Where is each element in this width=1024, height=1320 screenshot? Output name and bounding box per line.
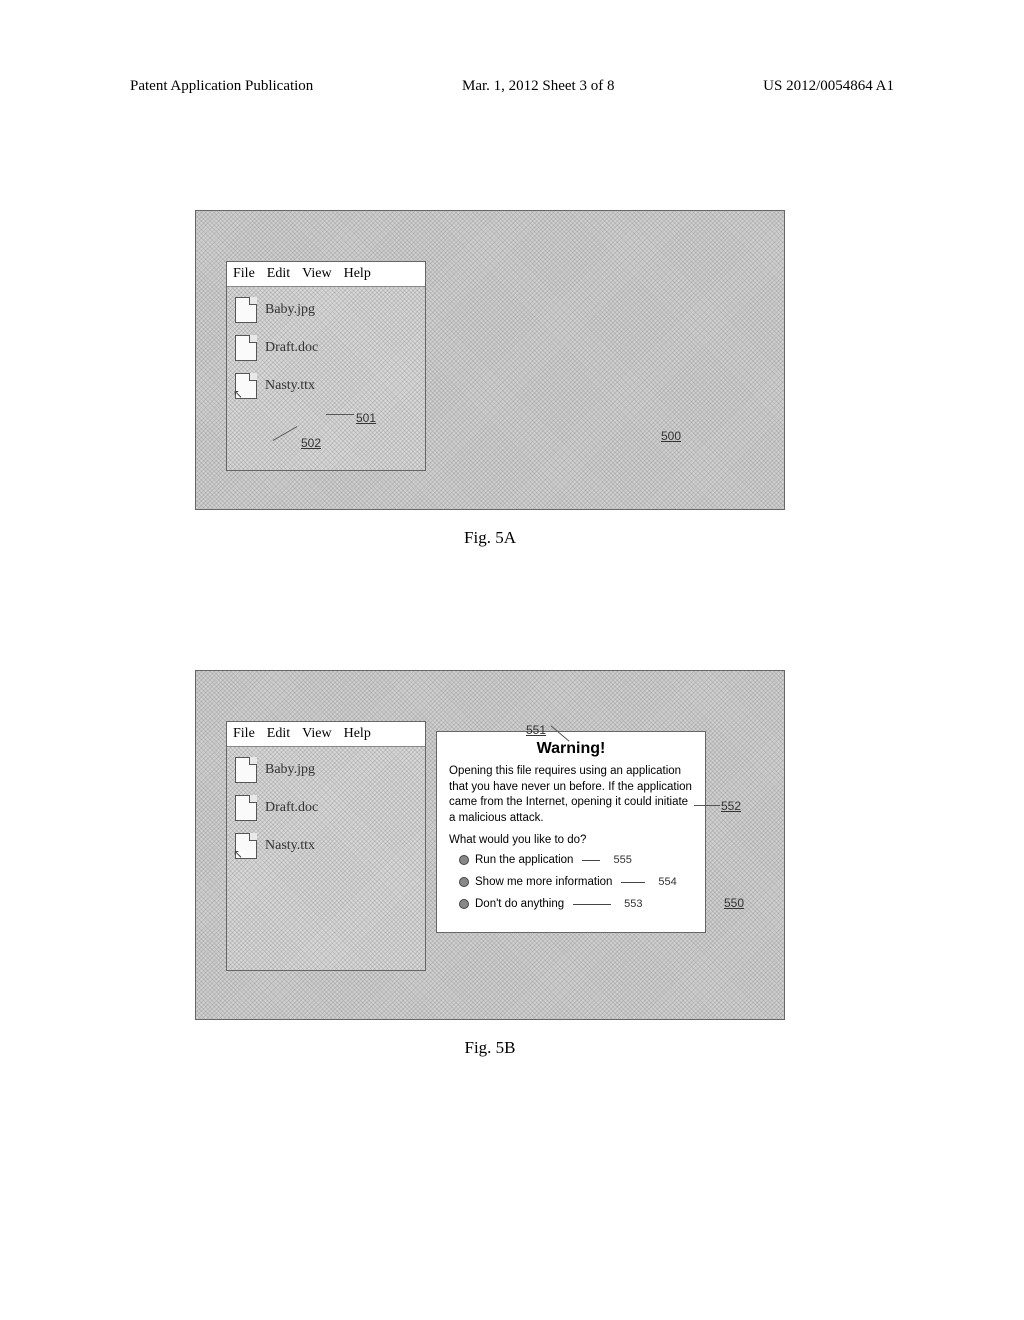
file-item-nasty[interactable]: Nasty.ttx xyxy=(235,833,417,859)
file-label: Nasty.ttx xyxy=(265,838,315,854)
ref-552: 552 xyxy=(721,799,741,813)
ref-551: 551 xyxy=(526,723,546,737)
menu-view[interactable]: View xyxy=(302,726,331,742)
menu-file[interactable]: File xyxy=(233,266,255,282)
radio-icon xyxy=(459,899,469,909)
file-icon xyxy=(235,757,257,783)
desktop-background: File Edit View Help Baby.jpg Draft.doc N… xyxy=(195,670,785,1020)
file-label: Nasty.ttx xyxy=(265,378,315,394)
option-run-label: Run the application xyxy=(475,854,573,866)
lead-line-552 xyxy=(694,805,720,806)
lead-line-553 xyxy=(573,904,611,905)
file-item-baby[interactable]: Baby.jpg xyxy=(235,757,417,783)
file-icon-warn xyxy=(235,373,257,399)
ref-554: 554 xyxy=(658,876,676,888)
option-run[interactable]: Run the application 555 xyxy=(449,854,693,866)
figure-5b: File Edit View Help Baby.jpg Draft.doc N… xyxy=(195,670,785,1058)
file-icon xyxy=(235,795,257,821)
file-label: Draft.doc xyxy=(265,800,318,816)
file-item-baby[interactable]: Baby.jpg xyxy=(235,297,417,323)
radio-icon xyxy=(459,855,469,865)
ref-501: 501 xyxy=(356,411,376,425)
file-explorer-window: File Edit View Help Baby.jpg Draft.doc N… xyxy=(226,721,426,971)
lead-line-501 xyxy=(326,414,354,415)
menu-view[interactable]: View xyxy=(302,266,331,282)
menu-help[interactable]: Help xyxy=(344,726,371,742)
warning-dialog: Warning! Opening this file requires usin… xyxy=(436,731,706,933)
header-center: Mar. 1, 2012 Sheet 3 of 8 xyxy=(462,78,614,95)
header-right: US 2012/0054864 A1 xyxy=(763,78,894,95)
figure-5a-caption: Fig. 5A xyxy=(195,528,785,548)
file-icon-warn xyxy=(235,833,257,859)
dialog-body: Opening this file requires using an appl… xyxy=(449,764,693,826)
lead-line-554 xyxy=(621,882,645,883)
option-more-info[interactable]: Show me more information 554 xyxy=(449,876,693,888)
ref-500: 500 xyxy=(661,429,681,443)
file-item-draft[interactable]: Draft.doc xyxy=(235,795,417,821)
file-label: Baby.jpg xyxy=(265,302,315,318)
file-list: Baby.jpg Draft.doc Nasty.ttx xyxy=(227,287,425,421)
file-list: Baby.jpg Draft.doc Nasty.ttx xyxy=(227,747,425,881)
option-more-label: Show me more information xyxy=(475,876,612,888)
dialog-title: Warning! xyxy=(449,740,693,758)
figure-5a: File Edit View Help Baby.jpg Draft.doc N… xyxy=(195,210,785,548)
menu-bar: File Edit View Help xyxy=(227,722,425,747)
file-icon xyxy=(235,335,257,361)
menu-edit[interactable]: Edit xyxy=(267,726,290,742)
ref-550: 550 xyxy=(724,896,744,910)
menu-edit[interactable]: Edit xyxy=(267,266,290,282)
file-explorer-window: File Edit View Help Baby.jpg Draft.doc N… xyxy=(226,261,426,471)
desktop-background: File Edit View Help Baby.jpg Draft.doc N… xyxy=(195,210,785,510)
file-label: Baby.jpg xyxy=(265,762,315,778)
menu-bar: File Edit View Help xyxy=(227,262,425,287)
figure-5b-caption: Fig. 5B xyxy=(195,1038,785,1058)
dialog-question: What would you like to do? xyxy=(449,834,693,846)
file-label: Draft.doc xyxy=(265,340,318,356)
menu-help[interactable]: Help xyxy=(344,266,371,282)
ref-502: 502 xyxy=(301,436,321,450)
option-nothing-label: Don't do anything xyxy=(475,898,564,910)
ref-555: 555 xyxy=(613,854,631,866)
menu-file[interactable]: File xyxy=(233,726,255,742)
page-header: Patent Application Publication Mar. 1, 2… xyxy=(130,78,894,95)
file-item-draft[interactable]: Draft.doc xyxy=(235,335,417,361)
lead-line-555 xyxy=(582,860,600,861)
option-nothing[interactable]: Don't do anything 553 xyxy=(449,898,693,910)
header-left: Patent Application Publication xyxy=(130,78,313,95)
file-item-nasty[interactable]: Nasty.ttx xyxy=(235,373,417,399)
radio-icon xyxy=(459,877,469,887)
ref-553: 553 xyxy=(624,898,642,910)
file-icon xyxy=(235,297,257,323)
